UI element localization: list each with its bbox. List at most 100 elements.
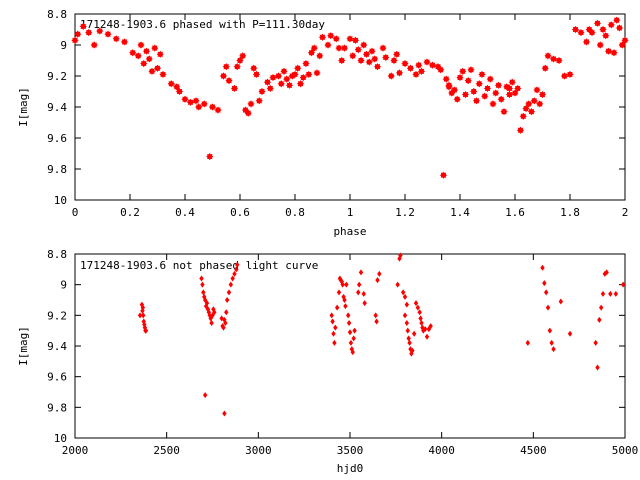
data-point xyxy=(352,327,357,334)
data-point xyxy=(202,293,207,300)
data-point xyxy=(602,32,610,40)
data-point xyxy=(607,21,615,29)
y-axis-label: I[mag] xyxy=(17,326,30,366)
data-point xyxy=(207,312,212,319)
data-point xyxy=(343,303,348,310)
y-axis-label: I[mag] xyxy=(17,87,30,127)
data-point xyxy=(593,339,598,346)
y-tick-label: 8.8 xyxy=(47,8,67,21)
data-point xyxy=(340,281,345,288)
data-points xyxy=(137,252,626,417)
x-tick-label: 4500 xyxy=(520,444,547,457)
data-point xyxy=(365,58,373,66)
data-point xyxy=(269,73,277,82)
data-point xyxy=(456,73,464,82)
x-tick-label: 4000 xyxy=(428,444,455,457)
x-tick-label: 5000 xyxy=(612,444,639,457)
data-point xyxy=(134,52,142,60)
data-point xyxy=(373,312,378,319)
phased-light-curve-panel: 171248-1903.6 phased with P=111.30day ph… xyxy=(17,8,629,238)
data-point xyxy=(577,29,585,37)
data-point xyxy=(250,64,258,72)
x-tick-label: 0.8 xyxy=(285,206,305,219)
data-point xyxy=(598,304,604,311)
data-point xyxy=(410,347,415,354)
data-point xyxy=(307,49,316,57)
data-point xyxy=(442,75,450,83)
data-point xyxy=(525,339,531,346)
data-point xyxy=(613,16,621,24)
data-point xyxy=(266,84,274,92)
x-tick-label: 0 xyxy=(72,206,79,219)
data-point xyxy=(283,75,291,83)
data-point xyxy=(142,47,151,55)
data-point xyxy=(404,320,410,326)
data-point xyxy=(540,264,545,271)
data-point xyxy=(593,19,602,27)
y-tick-label: 9.2 xyxy=(47,70,67,83)
data-point xyxy=(450,86,459,94)
data-point xyxy=(470,87,478,96)
data-point xyxy=(582,38,591,46)
data-point xyxy=(186,98,195,106)
chart-title: 171248-1903.6 not phased light curve xyxy=(80,259,318,272)
data-point xyxy=(620,281,626,288)
data-point xyxy=(263,78,272,86)
data-point xyxy=(344,281,349,288)
data-point xyxy=(299,73,307,82)
data-point xyxy=(336,289,342,296)
data-point xyxy=(331,330,336,337)
data-point xyxy=(478,70,486,79)
data-point xyxy=(541,64,549,72)
y-tick-label: 9.8 xyxy=(47,163,67,176)
data-point xyxy=(415,304,421,311)
data-point xyxy=(230,275,235,282)
data-point xyxy=(347,329,353,336)
data-point xyxy=(294,64,302,72)
x-tick-label: 1.6 xyxy=(505,206,525,219)
data-point xyxy=(141,318,146,325)
axis-ticks: 0 0.2 0.4 0.6 0.8 1 1.2 1.4 1.6 1.8 2 8.8 9 9.2 9.4 9.6… xyxy=(47,8,628,219)
data-point xyxy=(350,349,355,356)
data-point xyxy=(406,64,415,72)
data-point xyxy=(486,75,494,83)
data-point xyxy=(137,41,145,49)
y-tick-label: 9.4 xyxy=(47,101,67,114)
data-point xyxy=(333,324,338,331)
data-point xyxy=(588,29,596,37)
chart-title: 171248-1903.6 phased with P=111.30day xyxy=(80,18,325,31)
data-point xyxy=(610,49,618,57)
data-point xyxy=(483,84,492,92)
data-point xyxy=(406,335,411,342)
data-point xyxy=(175,87,184,96)
data-point xyxy=(613,290,619,297)
data-point xyxy=(280,67,288,75)
data-point xyxy=(236,56,244,65)
data-point xyxy=(332,339,337,346)
data-point xyxy=(74,30,82,38)
data-point xyxy=(143,327,149,334)
data-point xyxy=(232,270,237,277)
data-point xyxy=(112,35,120,43)
data-point xyxy=(210,312,215,319)
data-point xyxy=(167,80,175,88)
data-point xyxy=(85,29,93,37)
x-axis-label: phase xyxy=(333,225,366,238)
data-point xyxy=(377,270,382,277)
x-tick-label: 3000 xyxy=(245,444,272,457)
data-point xyxy=(318,33,327,41)
data-point xyxy=(428,323,433,330)
data-point xyxy=(382,53,390,61)
data-point xyxy=(351,36,360,44)
data-point xyxy=(375,277,380,284)
data-point xyxy=(239,52,247,60)
data-point xyxy=(104,30,112,38)
data-point xyxy=(349,52,357,60)
data-point xyxy=(360,41,368,49)
data-point xyxy=(387,72,395,80)
x-tick-label: 1.8 xyxy=(560,206,580,219)
data-point xyxy=(413,300,419,307)
data-point xyxy=(475,80,483,88)
data-point xyxy=(145,55,153,63)
data-point xyxy=(604,269,609,276)
